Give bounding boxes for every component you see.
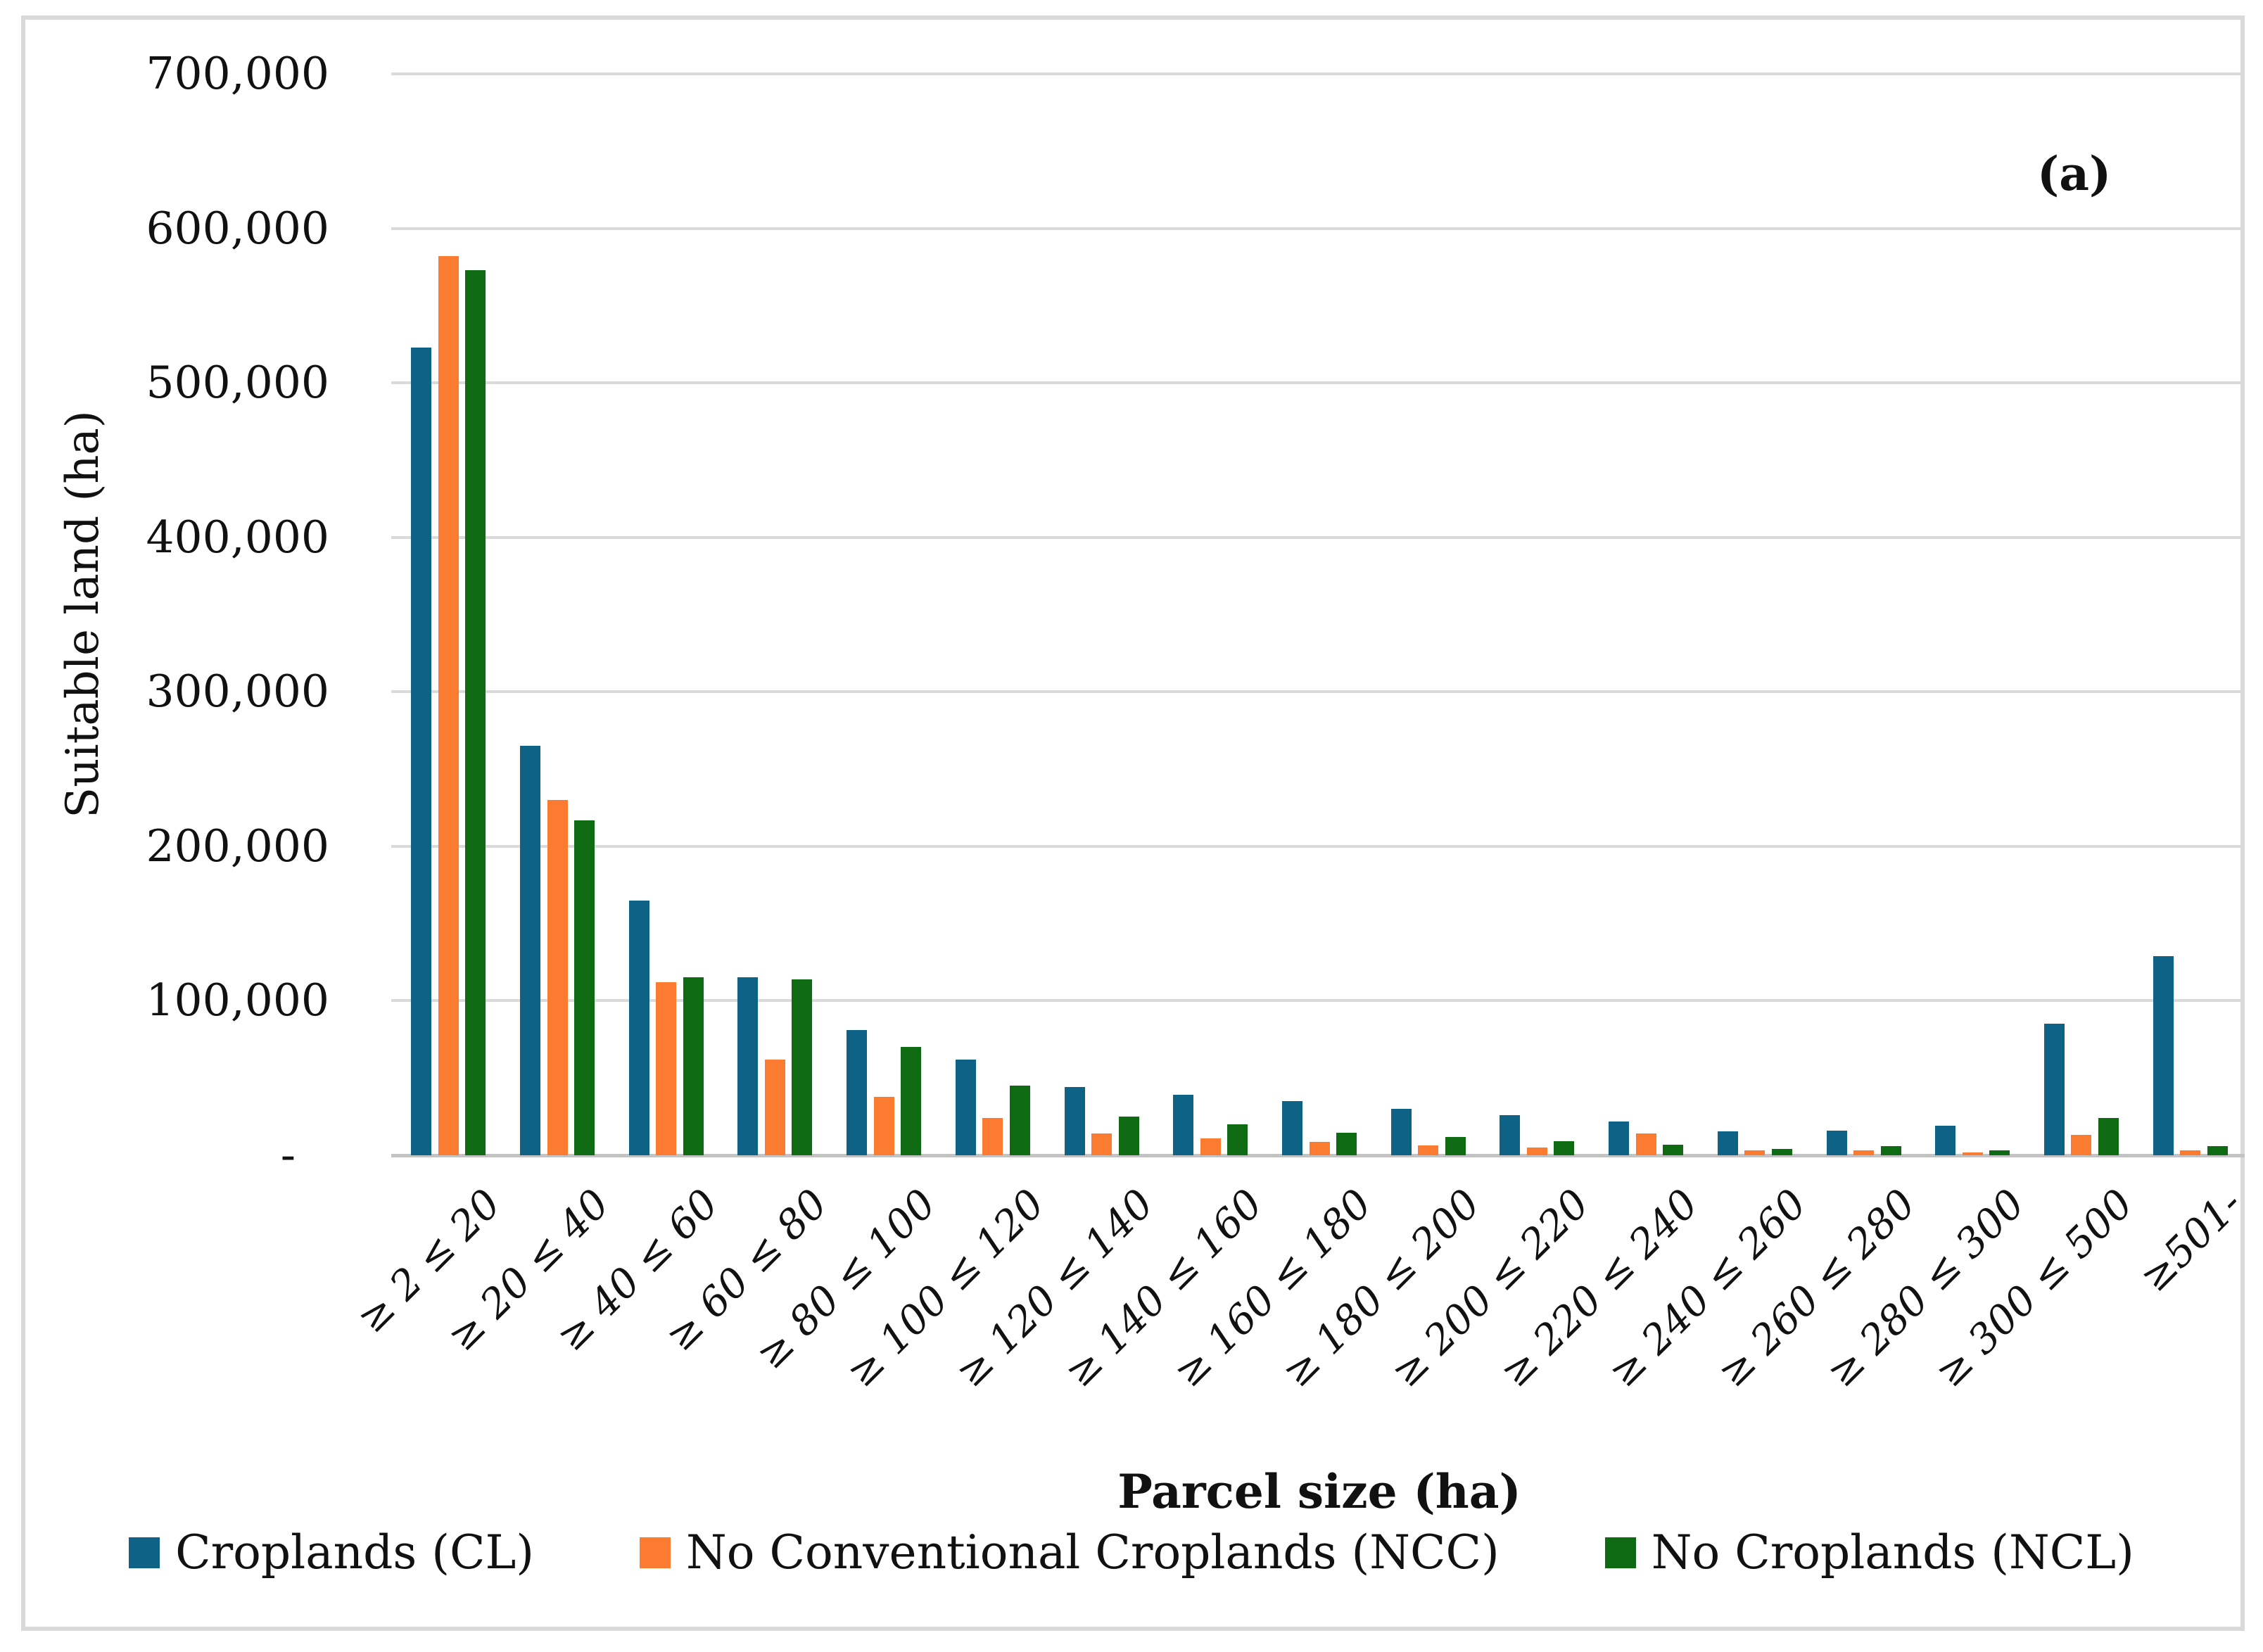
gridline-100000	[391, 999, 2245, 1003]
bar-ncc-9	[1418, 1145, 1438, 1155]
legend: Croplands (CL) No Conventional Croplands …	[0, 1525, 2263, 1580]
y-tick-label-600000: 600,000	[146, 202, 329, 254]
legend-label: No Conventional Croplands (NCC)	[686, 1525, 1500, 1580]
bar-cl-13	[1827, 1131, 1847, 1155]
bar-ncl-9	[1445, 1137, 1466, 1155]
gridline-300000	[391, 690, 2245, 694]
bar-cl-12	[1718, 1131, 1738, 1155]
bar-ncc-15	[2071, 1135, 2091, 1155]
bar-ncl-0	[465, 270, 486, 1155]
bar-cl-7	[1173, 1095, 1193, 1155]
bar-ncc-0	[438, 256, 459, 1155]
bar-ncl-7	[1227, 1124, 1248, 1155]
bar-ncl-11	[1663, 1145, 1683, 1155]
bar-ncl-1	[574, 820, 595, 1155]
legend-item-0: Croplands (CL)	[129, 1525, 534, 1580]
bar-ncl-5	[1010, 1086, 1030, 1155]
gridline-200000	[391, 844, 2245, 848]
legend-item-2: No Croplands (NCL)	[1604, 1525, 2134, 1580]
bar-ncc-7	[1200, 1138, 1221, 1155]
bar-ncc-11	[1636, 1133, 1656, 1155]
legend-label: No Croplands (NCL)	[1651, 1525, 2134, 1580]
legend-swatch-icon	[640, 1537, 671, 1568]
bar-ncl-14	[1989, 1150, 2010, 1155]
y-tick-label-500000: 500,000	[146, 357, 329, 409]
gridline-600000	[391, 227, 2245, 230]
bar-ncl-12	[1772, 1149, 1792, 1155]
bar-ncc-1	[547, 800, 568, 1155]
bar-ncl-16	[2207, 1146, 2228, 1155]
legend-label: Croplands (CL)	[175, 1525, 535, 1580]
y-tick-label-200000: 200,000	[146, 820, 329, 872]
y-tick-label-300000: 300,000	[146, 666, 329, 718]
bar-ncc-5	[982, 1118, 1003, 1155]
bar-cl-0	[411, 348, 431, 1155]
x-axis-line	[391, 1154, 2245, 1157]
bar-ncl-13	[1881, 1146, 1901, 1155]
legend-swatch-icon	[129, 1537, 160, 1568]
bar-ncc-10	[1527, 1148, 1547, 1155]
gridline-500000	[391, 381, 2245, 385]
bar-ncc-13	[1853, 1150, 1874, 1155]
bar-ncl-15	[2098, 1118, 2119, 1155]
bar-ncl-8	[1336, 1133, 1357, 1155]
bar-cl-9	[1391, 1109, 1412, 1155]
y-tick-label-0: -	[280, 1129, 296, 1181]
bar-cl-6	[1065, 1087, 1085, 1155]
legend-item-1: No Conventional Croplands (NCC)	[640, 1525, 1500, 1580]
gridline-400000	[391, 535, 2245, 539]
y-tick-label-100000: 100,000	[146, 974, 329, 1027]
x-axis-title: Parcel size (ha)	[1117, 1464, 1521, 1519]
legend-swatch-icon	[1604, 1537, 1636, 1568]
bar-cl-10	[1500, 1115, 1520, 1155]
figure-border	[21, 15, 2245, 1631]
bar-ncc-16	[2180, 1150, 2200, 1155]
bar-cl-14	[1935, 1126, 1955, 1155]
bar-cl-3	[737, 977, 758, 1155]
y-tick-label-700000: 700,000	[146, 48, 329, 99]
bar-ncc-14	[1963, 1152, 1983, 1155]
bar-ncl-6	[1119, 1117, 1139, 1155]
bar-ncl-2	[683, 977, 704, 1155]
bar-cl-8	[1282, 1101, 1302, 1155]
gridline-700000	[391, 72, 2245, 75]
bar-ncc-4	[874, 1097, 894, 1155]
bar-cl-1	[520, 746, 540, 1155]
bar-cl-5	[956, 1060, 976, 1155]
y-axis-title: Suitable land (ha)	[57, 410, 109, 818]
panel-label: (a)	[2037, 146, 2112, 201]
bar-ncc-2	[656, 982, 676, 1155]
bar-cl-4	[847, 1030, 867, 1155]
bar-cl-11	[1609, 1122, 1629, 1155]
bar-cl-16	[2153, 956, 2174, 1155]
bar-ncl-10	[1554, 1141, 1574, 1155]
bar-ncc-3	[765, 1060, 785, 1155]
bar-ncl-3	[792, 979, 812, 1155]
bar-ncc-8	[1310, 1142, 1330, 1155]
bar-cl-2	[629, 901, 649, 1155]
bar-ncc-6	[1091, 1133, 1112, 1155]
bar-ncc-12	[1744, 1150, 1765, 1155]
y-tick-label-400000: 400,000	[146, 511, 329, 563]
bar-ncl-4	[901, 1047, 921, 1155]
bar-cl-15	[2044, 1024, 2065, 1155]
